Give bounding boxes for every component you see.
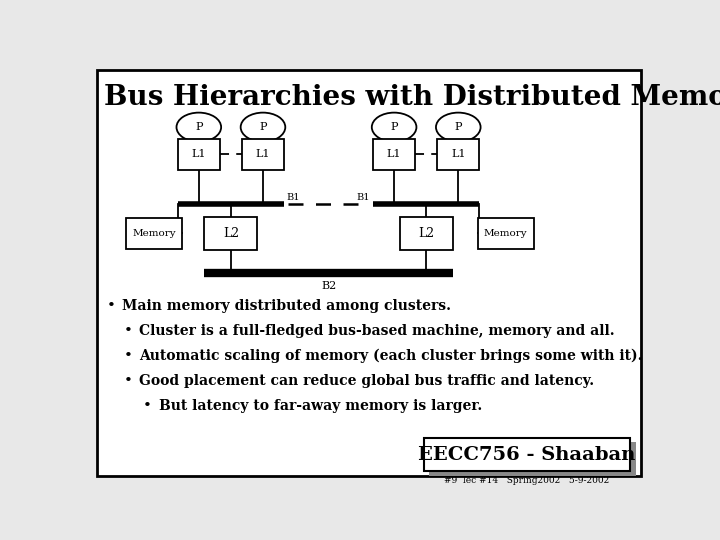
Text: #9  lec #14   Spring2002   5-9-2002: #9 lec #14 Spring2002 5-9-2002 xyxy=(444,476,610,485)
Text: L1: L1 xyxy=(387,149,401,159)
FancyBboxPatch shape xyxy=(437,139,480,170)
Text: •: • xyxy=(107,299,116,313)
Text: Automatic scaling of memory (each cluster brings some with it).: Automatic scaling of memory (each cluste… xyxy=(139,349,643,363)
Ellipse shape xyxy=(240,113,285,141)
Text: •: • xyxy=(124,324,132,338)
Text: •: • xyxy=(124,349,132,363)
Text: P: P xyxy=(390,122,398,132)
Text: P: P xyxy=(195,122,202,132)
FancyBboxPatch shape xyxy=(204,217,258,250)
Ellipse shape xyxy=(436,113,481,141)
Text: Memory: Memory xyxy=(132,229,176,238)
Text: P: P xyxy=(259,122,266,132)
Text: Bus Hierarchies with Distributed Memory: Bus Hierarchies with Distributed Memory xyxy=(104,84,720,111)
Text: B2: B2 xyxy=(321,281,336,291)
Text: Good placement can reduce global bus traffic and latency.: Good placement can reduce global bus tra… xyxy=(139,374,594,388)
Text: L1: L1 xyxy=(256,149,270,159)
Text: B1: B1 xyxy=(357,193,370,201)
Text: Memory: Memory xyxy=(484,229,528,238)
FancyBboxPatch shape xyxy=(423,438,630,471)
FancyBboxPatch shape xyxy=(429,442,636,476)
Text: EECC756 - Shaaban: EECC756 - Shaaban xyxy=(418,446,636,464)
Text: L2: L2 xyxy=(222,227,239,240)
FancyBboxPatch shape xyxy=(178,139,220,170)
FancyBboxPatch shape xyxy=(96,70,642,476)
Text: L2: L2 xyxy=(418,227,434,240)
FancyBboxPatch shape xyxy=(400,217,453,250)
Text: •: • xyxy=(143,399,152,413)
Text: But latency to far-away memory is larger.: But latency to far-away memory is larger… xyxy=(158,399,482,413)
Text: •: • xyxy=(124,374,132,388)
Text: P: P xyxy=(454,122,462,132)
FancyBboxPatch shape xyxy=(478,218,534,249)
FancyBboxPatch shape xyxy=(126,218,182,249)
FancyBboxPatch shape xyxy=(242,139,284,170)
FancyBboxPatch shape xyxy=(373,139,415,170)
Text: L1: L1 xyxy=(192,149,206,159)
Text: B1: B1 xyxy=(287,193,300,201)
Text: Cluster is a full-fledged bus-based machine, memory and all.: Cluster is a full-fledged bus-based mach… xyxy=(139,324,615,338)
Text: Main memory distributed among clusters.: Main memory distributed among clusters. xyxy=(122,299,451,313)
Ellipse shape xyxy=(372,113,416,141)
Ellipse shape xyxy=(176,113,221,141)
Text: L1: L1 xyxy=(451,149,466,159)
